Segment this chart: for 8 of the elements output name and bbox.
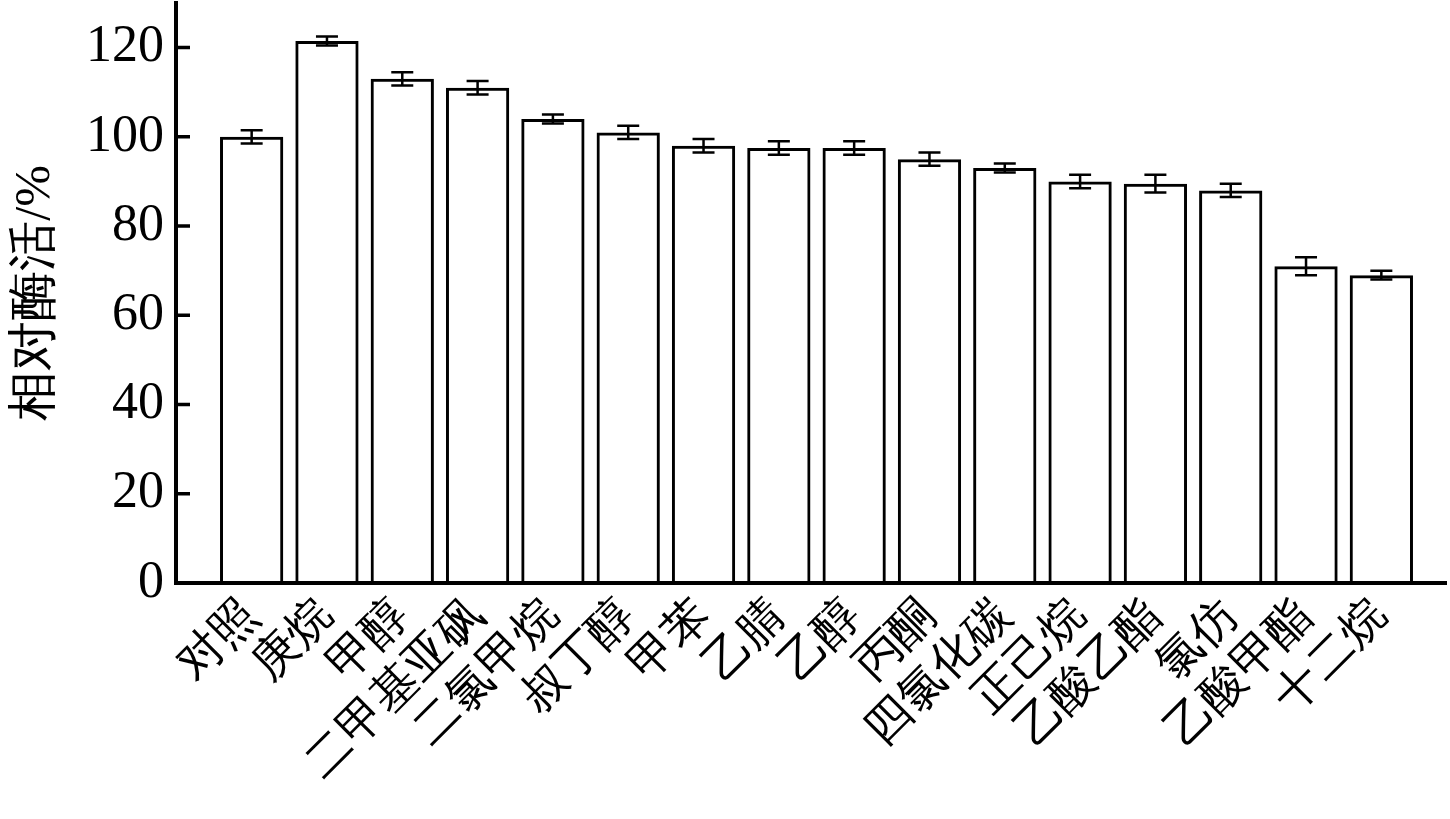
y-tick-label: 40 (112, 372, 164, 430)
y-tick-label: 0 (138, 550, 164, 608)
y-tick-label: 120 (86, 15, 164, 73)
y-tick-label: 100 (86, 104, 164, 162)
y-tick-label: 80 (112, 193, 164, 251)
y-axis-title: 相对酶活/% (4, 165, 61, 421)
y-tick-label: 60 (112, 282, 164, 340)
y-tick-label: 20 (112, 461, 164, 519)
